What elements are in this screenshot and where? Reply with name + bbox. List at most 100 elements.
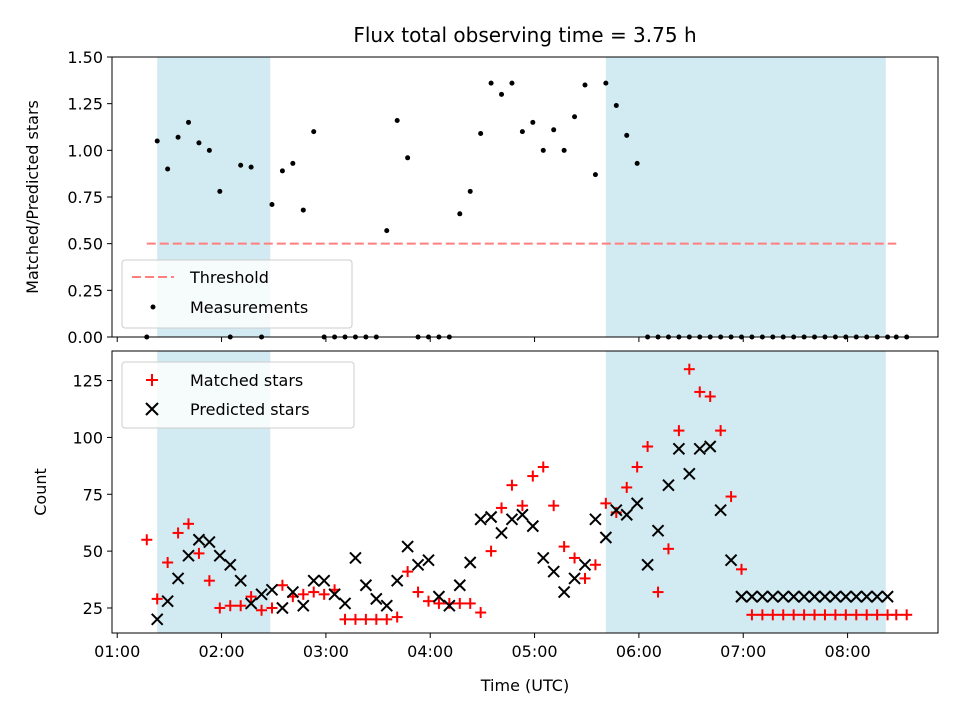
matched-star-point [809,609,821,621]
predicted-star-point [818,590,832,603]
measurement-point [300,207,306,213]
matched-star-point [756,609,768,621]
matched-star-point [890,609,902,621]
bottom-y-tick-label: 100 [72,428,103,447]
predicted-star-point [703,440,717,453]
predicted-star-point [370,592,383,606]
bottom-y-tick-label: 125 [72,372,103,391]
matched-star-point [496,502,508,514]
measurement-point [217,188,223,194]
matched-star-point [506,479,518,491]
matched-star-point [370,613,382,625]
predicted-star-point [766,590,780,603]
measurement-point [519,129,525,135]
predicted-star-point [589,513,602,526]
matched-star-point [381,613,393,625]
predicted-star-point [265,583,279,596]
x-tick-label: 05:00 [512,642,558,661]
top-y-tick-label: 0.50 [67,235,103,254]
measurement-point [530,119,536,125]
matched-star-point [297,588,309,600]
measurement-point [561,147,567,153]
bottom-legend-box [121,361,355,429]
x-tick-label: 03:00 [303,642,349,661]
matched-star-point [151,593,163,605]
predicted-star-point [192,533,206,546]
measurement-point [206,147,212,153]
predicted-star-point [683,467,696,481]
matched-star-point [433,597,445,609]
matched-star-point [193,547,205,559]
predicted-star-point [578,558,592,571]
measurement-point [238,162,244,168]
measurement-point [624,132,630,138]
measurement-point [405,155,411,161]
matched-star-point [141,534,153,546]
matched-star-point [767,609,779,621]
counts-panel: 25 50 75 100 125 01:00 02:00 03:00 04:00 05:00 06… [31,350,939,695]
matched-star-point [360,613,372,625]
legend-predicted-label: Predicted stars [190,400,310,419]
predicted-star-point [745,590,759,603]
predicted-star-point [244,597,258,610]
matched-star-point [600,497,612,509]
matched-star-point [183,518,195,530]
predicted-star-point [224,558,237,571]
bottom-plot-frame [111,350,939,634]
matched-star-point [694,386,706,398]
predicted-star-point [662,478,675,492]
matched-star-point [871,609,883,621]
matched-star-point [172,527,184,539]
matched-star-point [569,552,581,564]
measurement-point [582,82,588,88]
predicted-star-point [505,513,519,526]
matched-star-point [558,541,570,553]
bottom-y-ticks: 25 50 75 100 125 [72,372,112,618]
measurement-point [540,147,546,153]
matched-star-point [548,500,560,512]
x-tick-label: 08:00 [825,642,871,661]
x-tick-label: 04:00 [407,642,453,661]
bottom-legend: Matched stars Predicted stars [121,361,355,429]
bottom-x-ticks: 01:00 02:00 03:00 04:00 05:00 06:00 07:00 08:00 [94,633,871,661]
predicted-star-point [693,442,706,455]
predicted-star-point [390,574,404,587]
matched-star-point [788,609,800,621]
predicted-star-point [568,572,581,585]
legend-matched-label: Matched stars [190,371,303,390]
top-y-tick-label: 1.50 [67,48,103,67]
top-x-ticks [116,337,849,342]
predicted-star-point [484,510,498,524]
legend-measurements-label: Measurements [190,298,308,317]
measurement-point [311,129,317,135]
x-tick-label: 01:00 [94,642,140,661]
matched-star-point [339,613,351,625]
matched-star-point [256,604,268,616]
matched-star-point [214,602,226,614]
measurement-point [467,188,473,194]
predicted-star-point [870,590,884,603]
matched-star-point [245,591,257,603]
predicted-star-point [557,585,571,599]
bottom-y-tick-label: 75 [83,485,103,504]
measurement-point [279,168,285,174]
predicted-star-point [234,574,247,587]
matched-star-point [454,597,466,609]
predicted-star-point [276,601,289,615]
legend-threshold-label: Threshold [189,268,269,287]
matched-star-point [704,390,716,402]
measurement-point [509,80,515,86]
predicted-star-point [464,556,477,569]
predicted-star-point [630,497,644,510]
measurement-point [394,117,400,123]
predicted-star-point [516,508,529,521]
matched-star-point [464,597,476,609]
predicted-star-point [317,574,331,587]
top-y-tick-label: 0.75 [67,188,103,207]
measurement-point [488,80,494,86]
legend-predicted-swatch [145,402,159,416]
measurement-point [154,138,160,144]
predicted-star-point [777,590,790,603]
matched-star-point [516,500,528,512]
predicted-star-point [432,590,446,603]
